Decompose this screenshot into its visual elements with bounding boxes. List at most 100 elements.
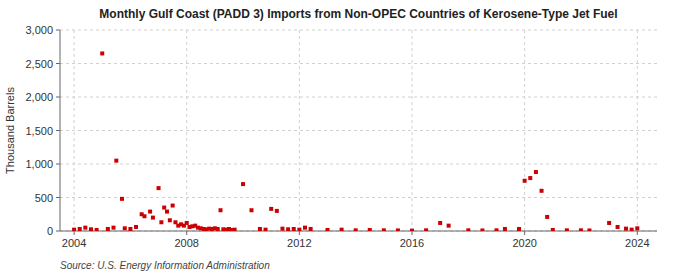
point [168,218,172,222]
point [494,228,498,231]
point [165,210,169,214]
point [410,229,414,231]
point [635,226,639,230]
point [162,206,166,210]
point [185,221,189,225]
point [303,226,307,230]
point [216,227,220,231]
grid-line-x [74,30,75,231]
point [528,176,532,180]
points [72,51,639,231]
point [424,228,428,231]
point [264,228,268,231]
tick-x [524,231,525,235]
point [114,159,118,163]
point [83,226,87,230]
point [579,228,583,231]
point [95,228,99,231]
point [587,228,591,231]
tick-y [56,30,60,31]
point [551,228,555,231]
tick-y [56,97,60,98]
point [78,227,82,231]
grid-line-y [60,197,657,198]
grid-line-x [186,30,187,231]
point [128,227,132,231]
point [258,227,262,231]
point [241,182,245,186]
point [120,197,124,201]
point [286,227,290,231]
axes: 0 500 1,000 1,500 2,000 2,500 3,000 2004 2008 201… [25,24,657,249]
point [382,228,386,231]
tick-y [56,231,60,232]
point [89,227,93,231]
point [269,207,273,211]
point [503,227,507,231]
point [368,228,372,231]
point [466,228,470,231]
point [523,179,527,183]
tick-y [56,63,60,64]
tick-label-y: 1,000 [25,158,53,170]
tick-label-x: 2016 [400,237,424,249]
point [142,214,146,218]
point [151,216,155,220]
point [123,226,127,230]
grid-line-y [60,164,657,165]
y-axis-label: Thousand Barrels [4,87,16,174]
point [354,228,358,231]
point [148,210,152,214]
chart: Monthly Gulf Coast (PADD 3) Imports from… [0,0,675,275]
grid-line-y [60,130,657,131]
grid-line-x [637,30,638,231]
point [438,221,442,225]
tick-x [74,231,75,235]
tick-x [637,231,638,235]
tick-y [56,197,60,198]
grid-line-y [60,30,657,31]
tick-label-x: 2020 [512,237,536,249]
point [630,228,634,231]
point [292,227,296,231]
tick-label-y: 3,000 [25,24,53,36]
point [157,186,161,190]
point [396,228,400,231]
tick-label-y: 500 [35,192,53,204]
point [297,228,301,231]
tick-label-y: 2,000 [25,91,53,103]
point [72,228,76,231]
point [134,225,138,229]
grid-line-y [60,63,657,64]
tick-x [299,231,300,235]
point [280,227,284,231]
grid-line-y [60,97,657,98]
point [545,215,549,219]
point [233,228,237,231]
grid-line-x [412,30,413,231]
tick-x [412,231,413,235]
grid [60,30,657,231]
point [534,170,538,174]
point [309,227,313,231]
tick-y [56,130,60,131]
point [565,228,569,231]
point [219,208,223,212]
axis-y [60,30,61,231]
tick-label-y: 0 [47,225,53,237]
tick-label-x: 2004 [62,237,86,249]
point [112,226,116,230]
tick-label-y: 1,500 [25,125,53,137]
title: Monthly Gulf Coast (PADD 3) Imports from… [99,7,617,21]
point [106,227,110,231]
point [517,227,521,231]
point [249,208,253,212]
grid-line-x [524,30,525,231]
tick-label-x: 2008 [174,237,198,249]
tick-x [186,231,187,235]
point [624,227,628,231]
grid-line-x [299,30,300,231]
point [607,221,611,225]
tick-label-y: 2,500 [25,58,53,70]
point [447,224,451,228]
